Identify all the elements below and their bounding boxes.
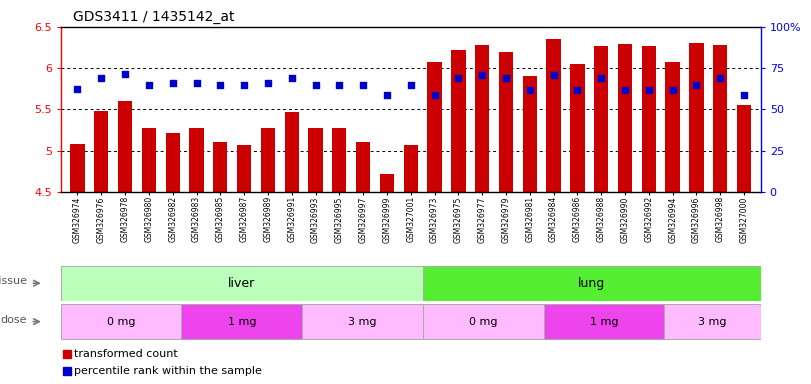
Bar xyxy=(423,304,543,339)
Point xyxy=(143,82,156,88)
Bar xyxy=(404,145,418,192)
Point xyxy=(380,92,393,98)
Bar xyxy=(689,43,704,192)
Point xyxy=(214,82,227,88)
Bar xyxy=(499,51,513,192)
Bar xyxy=(427,62,442,192)
Point xyxy=(309,82,322,88)
Point xyxy=(737,91,750,98)
Bar xyxy=(475,45,489,192)
Point xyxy=(285,75,298,81)
Point xyxy=(95,75,108,81)
Point xyxy=(500,75,513,81)
Bar xyxy=(594,46,608,192)
Text: percentile rank within the sample: percentile rank within the sample xyxy=(75,366,262,376)
Point xyxy=(190,80,203,86)
Bar xyxy=(213,142,227,192)
Bar xyxy=(308,128,323,192)
Point xyxy=(547,72,560,78)
Bar xyxy=(94,111,109,192)
Bar xyxy=(543,304,664,339)
Bar xyxy=(570,64,585,192)
Bar xyxy=(618,44,632,192)
Text: 0 mg: 0 mg xyxy=(107,316,135,327)
Point xyxy=(357,82,370,88)
Text: lung: lung xyxy=(578,277,605,290)
Point xyxy=(118,71,131,77)
Bar xyxy=(182,304,303,339)
Bar xyxy=(285,112,299,192)
Text: transformed count: transformed count xyxy=(75,349,178,359)
Point xyxy=(571,86,584,93)
Point xyxy=(333,82,345,88)
Point xyxy=(238,82,251,88)
Text: dose: dose xyxy=(1,315,28,325)
Text: 3 mg: 3 mg xyxy=(348,316,377,327)
Bar xyxy=(118,101,132,192)
Bar xyxy=(165,132,180,192)
Text: 3 mg: 3 mg xyxy=(698,316,727,327)
Point xyxy=(642,86,655,93)
Bar xyxy=(547,39,560,192)
Bar xyxy=(356,142,371,192)
Bar xyxy=(666,62,680,192)
Bar xyxy=(303,304,423,339)
Bar xyxy=(664,304,761,339)
Bar xyxy=(380,174,394,192)
Bar xyxy=(261,127,275,192)
Bar xyxy=(522,76,537,192)
Text: 0 mg: 0 mg xyxy=(469,316,497,327)
Bar xyxy=(61,266,423,301)
Bar xyxy=(190,127,204,192)
Text: liver: liver xyxy=(228,277,255,290)
Bar xyxy=(737,105,751,192)
Point xyxy=(666,86,679,93)
Point xyxy=(594,75,607,81)
Point xyxy=(428,92,441,98)
Point xyxy=(690,82,703,88)
Point xyxy=(619,88,632,94)
Text: 1 mg: 1 mg xyxy=(590,316,618,327)
Bar xyxy=(333,127,346,192)
Point xyxy=(404,82,417,88)
Point xyxy=(166,80,179,86)
Point xyxy=(71,86,84,92)
Text: tissue: tissue xyxy=(0,276,28,286)
Bar xyxy=(61,304,182,339)
Text: GDS3411 / 1435142_at: GDS3411 / 1435142_at xyxy=(73,10,234,23)
Point xyxy=(714,75,727,81)
Point xyxy=(476,72,489,78)
Bar xyxy=(142,127,156,192)
Bar xyxy=(71,144,84,192)
Text: 1 mg: 1 mg xyxy=(228,316,256,327)
Bar xyxy=(642,46,656,192)
Bar xyxy=(451,50,466,192)
Point xyxy=(452,75,465,81)
Bar xyxy=(713,45,727,192)
Bar xyxy=(237,145,251,192)
Point xyxy=(261,80,274,86)
Point xyxy=(523,86,536,93)
Bar xyxy=(423,266,761,301)
